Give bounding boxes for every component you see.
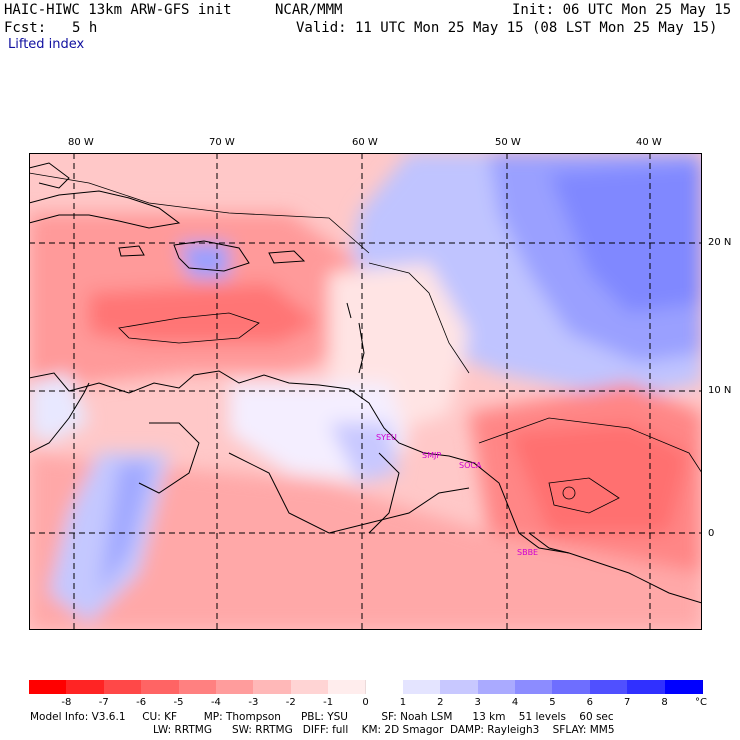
colorbar-tick-label: -6 [136,697,147,708]
puerto-rico-coast [268,250,306,264]
south-america-coast [28,370,703,604]
colorbar-tick-label: 6 [586,697,594,708]
colorbar-cell [664,680,703,694]
colorbar [29,680,703,694]
colorbar-tick-label: 3 [474,697,481,708]
colorbar-tick-label: -1 [323,697,334,708]
station-smjp[interactable]: SMJP [422,451,441,460]
lifted-index-map: SYEU SMJP SOCA SBBE [28,153,703,630]
colorbar-cell [477,680,517,694]
init-time: Init: 06 UTC Mon 25 May 15 [512,2,732,18]
map-frame [29,153,702,630]
jamaica-coast [118,245,145,257]
colorbar-cell [178,680,217,694]
org-label: NCAR/MMM [275,2,343,18]
station-markers: SYEU SMJP SOCA SBBE [376,433,538,557]
model-info-line2: LW: RRTMG SW: RRTMG DIFF: full KM: 2D Sm… [153,724,615,736]
hispaniola-coast [173,240,250,272]
lat-label-10n: 10 N [708,385,732,396]
model-title: HAIC-HIWC 13km ARW-GFS init [4,2,232,18]
colorbar-cell [253,680,292,694]
lesser-antilles [358,322,365,374]
colorbar-unit: °C [695,697,707,708]
lon-label-60w: 60 W [352,137,378,148]
colorbar-cell [215,680,255,694]
lon-label-40w: 40 W [636,137,662,148]
colorbar-cell [290,680,330,694]
colorbar-tick-label: -7 [98,697,109,708]
forecast-hour: 5 h [72,20,98,36]
colorbar-tick-label: -3 [248,697,259,708]
colorbar-cell [328,680,367,694]
colorbar-cell [365,680,404,694]
model-info-line1: Model Info: V3.6.1 CU: KF MP: Thompson P… [30,711,614,723]
cuba-coast [28,190,181,229]
colorbar-cell [440,680,479,694]
colorbar-cell [103,680,143,694]
colorbar-cell [589,680,629,694]
lon-label-80w: 80 W [68,137,94,148]
colorbar-tick-label: 1 [399,697,407,708]
colorbar-cell [402,680,442,694]
colorbar-tick-label: 5 [549,697,556,708]
station-sbbe[interactable]: SBBE [517,548,538,557]
coastlines [28,162,703,604]
lon-label-50w: 50 W [495,137,521,148]
colorbar-tick-label: -2 [285,697,296,708]
li-contours [28,172,703,514]
colorbar-tick-label: 8 [661,697,668,708]
valid-time: Valid: 11 UTC Mon 25 May 15 (08 LST Mon … [296,20,718,36]
forecast-label: Fcst: [4,20,47,36]
lat-lon-grid [29,153,702,630]
lat-label-20n: 20 N [708,237,732,248]
map-panel[interactable]: SYEU SMJP SOCA SBBE [28,153,703,630]
field-name: Lifted index [8,37,85,52]
lon-label-70w: 70 W [209,137,235,148]
colorbar-cell [627,680,666,694]
colorbar-tick-label: -5 [173,697,184,708]
colorbar-tick-label: 4 [511,697,519,708]
colorbar-tick-label: -8 [61,697,72,708]
lat-label-eq: 0 [708,528,715,539]
colorbar-cell [66,680,105,694]
colorbar-tick-label: 0 [362,697,369,708]
colorbar-tick-label: 2 [437,697,444,708]
station-soca[interactable]: SOCA [459,461,482,470]
station-syeu[interactable]: SYEU [376,433,397,442]
colorbar-cell [141,680,180,694]
colorbar-cell [552,680,591,694]
colorbar-tick-label: 7 [624,697,631,708]
colorbar-cell [515,680,554,694]
colorbar-cell [29,680,68,694]
colorbar-tick-label: -4 [210,697,221,708]
